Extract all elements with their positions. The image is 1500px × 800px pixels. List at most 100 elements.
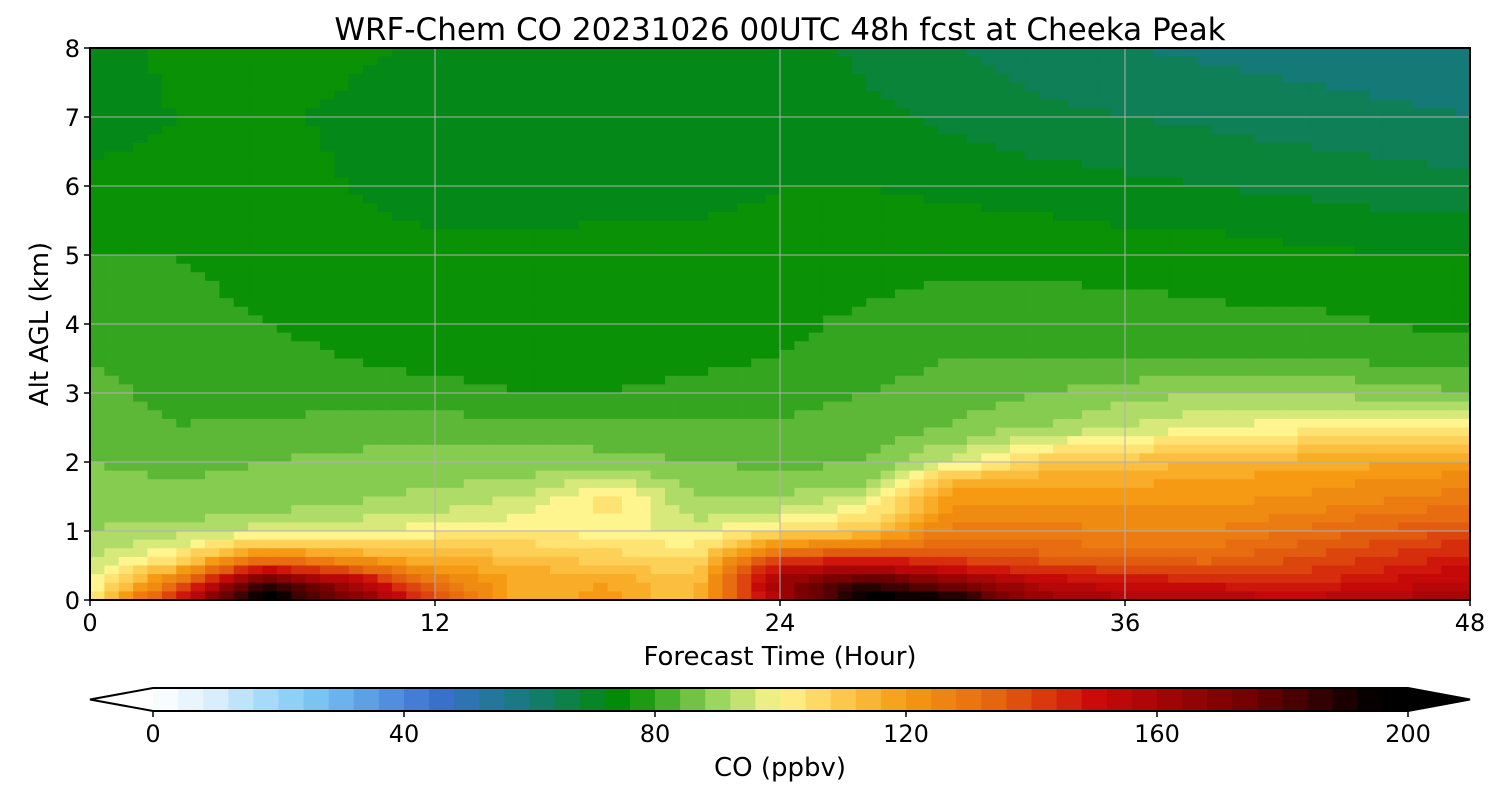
- heatmap-cell: [1024, 280, 1040, 291]
- heatmap-cell: [219, 410, 235, 420]
- heatmap-cell: [952, 324, 968, 334]
- heatmap-cell: [837, 99, 853, 109]
- heatmap-cell: [90, 108, 105, 118]
- heatmap-cell: [780, 142, 795, 153]
- heatmap-cell: [118, 436, 134, 446]
- heatmap-cell: [909, 151, 925, 161]
- heatmap-cell: [1010, 306, 1025, 316]
- heatmap-cell: [736, 341, 752, 351]
- heatmap-cell: [952, 246, 968, 256]
- heatmap-cell: [161, 418, 177, 429]
- heatmap-cell: [506, 349, 522, 360]
- heatmap-cell: [1455, 280, 1471, 291]
- heatmap-cell: [1455, 255, 1471, 265]
- heatmap-cell: [665, 418, 680, 429]
- heatmap-cell: [679, 91, 695, 101]
- heatmap-cell: [736, 280, 752, 291]
- heatmap-cell: [391, 151, 407, 161]
- heatmap-cell: [722, 470, 738, 480]
- heatmap-cell: [1340, 255, 1356, 265]
- heatmap-cell: [248, 125, 264, 135]
- heatmap-cell: [147, 99, 163, 109]
- heatmap-cell: [147, 418, 163, 429]
- heatmap-cell: [636, 280, 652, 291]
- heatmap-cell: [1311, 117, 1327, 127]
- heatmap-cell: [1441, 444, 1457, 454]
- heatmap-cell: [1297, 134, 1313, 144]
- heatmap-cell: [276, 349, 292, 360]
- heatmap-cell: [205, 263, 220, 273]
- heatmap-cell: [1412, 462, 1428, 472]
- heatmap-cell: [406, 393, 422, 403]
- heatmap-cell: [650, 367, 666, 377]
- heatmap-cell: [564, 462, 580, 472]
- heatmap-cell: [406, 427, 422, 437]
- heatmap-cell: [895, 479, 910, 489]
- heatmap-cell: [1398, 384, 1414, 394]
- heatmap-cell: [1283, 237, 1299, 247]
- heatmap-cell: [938, 186, 954, 196]
- heatmap-cell: [693, 272, 709, 282]
- heatmap-cell: [780, 186, 795, 196]
- heatmap-cell: [147, 375, 163, 385]
- heatmap-cell: [506, 324, 522, 334]
- heatmap-cell: [736, 384, 752, 394]
- heatmap-cell: [1211, 487, 1227, 498]
- heatmap-cell: [147, 427, 163, 437]
- heatmap-cell: [1426, 73, 1442, 84]
- heatmap-cell: [1211, 427, 1227, 437]
- heatmap-cell: [391, 332, 407, 342]
- heatmap-cell: [1441, 168, 1457, 178]
- heatmap-cell: [118, 91, 134, 101]
- heatmap-cell: [406, 306, 422, 316]
- heatmap-cell: [550, 229, 565, 239]
- heatmap-cell: [636, 168, 652, 178]
- heatmap-cell: [1067, 487, 1083, 498]
- heatmap-cell: [463, 315, 479, 325]
- heatmap-cell: [909, 410, 925, 420]
- heatmap-cell: [391, 367, 407, 377]
- heatmap-cell: [506, 91, 522, 101]
- heatmap-cell: [736, 298, 752, 308]
- heatmap-cell: [334, 324, 350, 334]
- heatmap-cell: [1153, 384, 1169, 394]
- heatmap-cell: [262, 134, 278, 144]
- heatmap-cell: [751, 237, 767, 247]
- heatmap-cell: [521, 108, 537, 118]
- heatmap-cell: [665, 151, 680, 161]
- heatmap-cell: [276, 487, 292, 498]
- heatmap-cell: [837, 479, 853, 489]
- heatmap-cell: [966, 160, 982, 170]
- heatmap-cell: [823, 246, 839, 256]
- heatmap-cell: [607, 444, 623, 454]
- heatmap-cell: [995, 65, 1011, 75]
- heatmap-cell: [219, 65, 235, 75]
- heatmap-cell: [492, 229, 508, 239]
- heatmap-cell: [708, 82, 724, 92]
- heatmap-cell: [190, 194, 206, 204]
- heatmap-cell: [1311, 48, 1327, 58]
- heatmap-cell: [391, 99, 407, 109]
- heatmap-cell: [794, 375, 810, 385]
- heatmap-cell: [1038, 194, 1054, 204]
- heatmap-cell: [176, 367, 192, 377]
- heatmap-cell: [1369, 358, 1385, 368]
- heatmap-cell: [550, 203, 565, 213]
- heatmap-cell: [1297, 99, 1313, 109]
- heatmap-cell: [895, 186, 910, 196]
- heatmap-cell: [1426, 108, 1442, 118]
- heatmap-cell: [348, 358, 364, 368]
- heatmap-cell: [1038, 289, 1054, 299]
- heatmap-cell: [1254, 56, 1270, 66]
- heatmap-cell: [607, 142, 623, 153]
- heatmap-cell: [1125, 324, 1140, 334]
- heatmap-cell: [851, 237, 867, 247]
- heatmap-cell: [1182, 393, 1198, 403]
- heatmap-cell: [550, 91, 565, 101]
- heatmap-cell: [823, 358, 839, 368]
- heatmap-cell: [1139, 125, 1155, 135]
- heatmap-cell: [305, 48, 321, 58]
- heatmap-cell: [248, 358, 264, 368]
- heatmap-cell: [262, 384, 278, 394]
- heatmap-cell: [650, 108, 666, 118]
